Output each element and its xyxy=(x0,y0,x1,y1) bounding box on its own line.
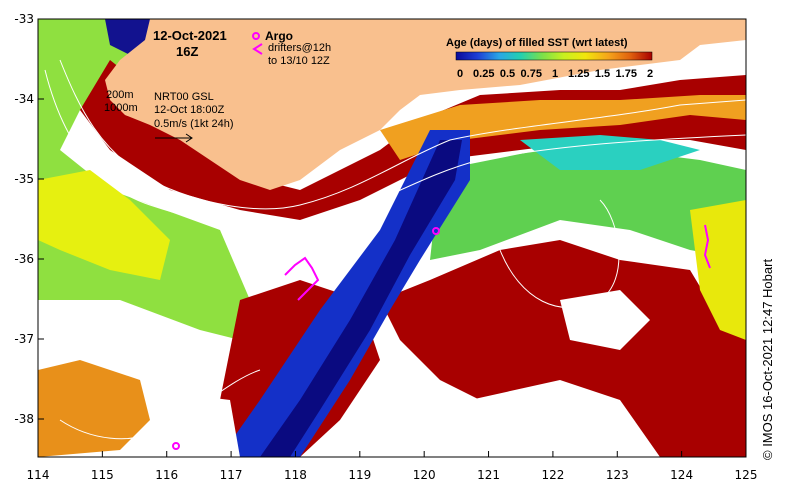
sst-region-southeast-red xyxy=(380,240,746,457)
sst-filament-darkblue xyxy=(260,140,462,457)
colorbar-tick-label: 2 xyxy=(647,68,653,80)
colorbar-tick-label: 1.75 xyxy=(616,68,637,80)
contour-southwest xyxy=(59,369,261,440)
credit-text: © IMOS 16-Oct-2021 12:47 Hobart xyxy=(760,258,775,460)
x-tick-label: 119 xyxy=(348,468,371,482)
contour-1000m-label: 1000m xyxy=(104,102,138,114)
y-tick-label: -33 xyxy=(14,12,34,26)
sst-region-east-green xyxy=(430,150,746,260)
y-tick-label: -34 xyxy=(14,92,34,106)
x-tick-label: 116 xyxy=(155,468,178,482)
x-tick-label: 117 xyxy=(220,468,243,482)
x-tick-label: 114 xyxy=(27,468,50,482)
x-tick-label: 115 xyxy=(91,468,114,482)
plot-frame xyxy=(37,18,747,458)
sst-filament-blue xyxy=(220,130,470,457)
sst-region-gap-southwest xyxy=(38,300,210,380)
sst-region-west-orange xyxy=(38,360,150,457)
velocity-scale-label: 0.5m/s (1kt 24h) xyxy=(154,118,233,130)
contour-1000m xyxy=(44,69,746,230)
map-date: 12-Oct-2021 xyxy=(153,28,227,43)
sst-region-gap-east xyxy=(560,290,650,350)
sst-region-gap-south xyxy=(150,390,240,457)
x-tick-label: 124 xyxy=(670,468,693,482)
sst-region-shelf-orange xyxy=(380,95,746,160)
colorbar-tick-label: 0.75 xyxy=(521,68,542,80)
argo-float-south xyxy=(172,442,180,450)
x-tick-label: 125 xyxy=(735,468,758,482)
product-time: 12-Oct 18:00Z xyxy=(154,104,225,116)
colorbar-tick-label: 1 xyxy=(552,68,558,80)
contour-200m xyxy=(59,59,746,210)
argo-legend-label: Argo xyxy=(265,29,293,43)
x-tick-label: 121 xyxy=(477,468,500,482)
x-tick-label: 122 xyxy=(541,468,564,482)
product-label: NRT00 GSL xyxy=(154,91,214,103)
sst-region-west-yellow xyxy=(38,170,170,280)
y-axis: -33 -34 -35 -36 -37 -38 xyxy=(14,12,44,426)
drifter-track-east xyxy=(703,224,711,269)
contour-offshore xyxy=(499,199,620,309)
x-axis: 114 115 116 117 118 119 120 121 122 123 124 125 xyxy=(27,451,758,482)
drifter-legend-icon xyxy=(252,43,263,55)
y-tick-label: -35 xyxy=(14,172,34,186)
velocity-scale-arrow xyxy=(155,133,193,143)
x-tick-label: 123 xyxy=(606,468,629,482)
map-field xyxy=(38,19,746,457)
colorbar-tick-label: 0.25 xyxy=(473,68,494,80)
sst-region-east-cyan xyxy=(520,135,700,170)
drifter-legend-line2: to 13/10 12Z xyxy=(268,55,330,67)
sst-region-east-yellow xyxy=(690,200,746,340)
sst-region-gap-southeast xyxy=(460,380,660,457)
colorbar-tick-label: 1.5 xyxy=(595,68,610,80)
contour-200m-label: 200m xyxy=(106,89,134,101)
x-tick-label: 118 xyxy=(284,468,307,482)
x-tick-label: 120 xyxy=(413,468,436,482)
drifter-track xyxy=(284,256,320,301)
colorbar-tick-label: 0.5 xyxy=(500,68,515,80)
colorbar xyxy=(455,51,653,61)
y-tick-label: -38 xyxy=(14,412,34,426)
y-tick-label: -37 xyxy=(14,332,34,346)
colorbar-tick-label: 0 xyxy=(457,68,463,80)
argo-legend-icon xyxy=(252,32,260,40)
colorbar-tick-label: 1.25 xyxy=(568,68,589,80)
colorbar-title: Age (days) of filled SST (wrt latest) xyxy=(446,37,628,49)
land-mass xyxy=(105,19,746,190)
drifter-legend-line1: drifters@12h xyxy=(268,42,331,54)
argo-float xyxy=(432,227,440,235)
colorbar-ticks: 0 0.25 0.5 0.75 1 1.25 1.5 1.75 2 xyxy=(457,68,653,80)
map-time: 16Z xyxy=(176,44,198,59)
y-tick-label: -36 xyxy=(14,252,34,266)
